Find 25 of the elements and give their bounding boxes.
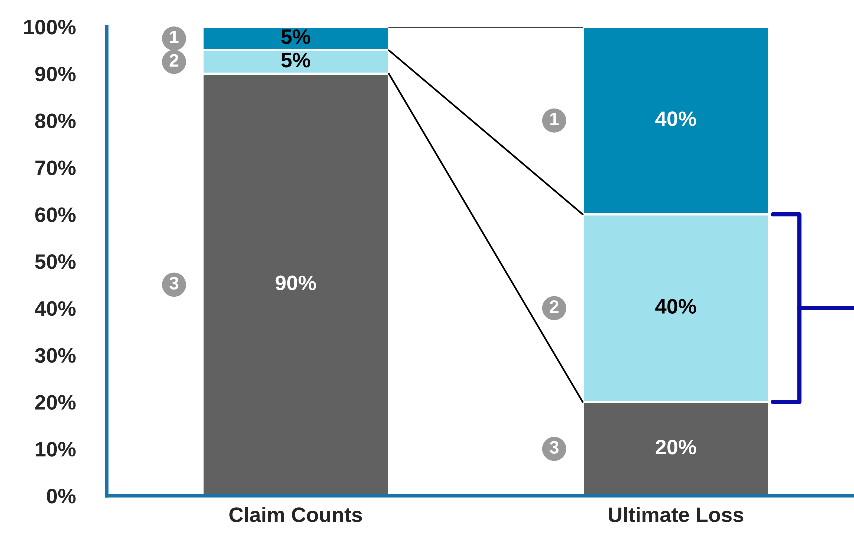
annotation: 2: [170, 54, 179, 67]
y-tick-label: 60%: [36, 208, 76, 222]
data-label: 5%: [282, 53, 310, 68]
annotation: 1: [170, 30, 179, 44]
y-tick-label: 30%: [35, 348, 76, 364]
data-label: 40%: [656, 112, 696, 126]
data-label: 40%: [656, 299, 696, 314]
data-label: 20%: [656, 440, 696, 455]
y-tick-label: 0%: [47, 489, 76, 504]
annotation: 3: [550, 441, 559, 454]
annotation: 2: [550, 300, 559, 314]
x-tick-label: Ultimate Loss: [609, 507, 744, 522]
data-label: 5%: [282, 30, 310, 44]
y-tick-label: 70%: [36, 160, 76, 176]
y-tick-label: 50%: [35, 254, 76, 270]
y-tick-label: 10%: [36, 442, 76, 457]
y-tick-label: 20%: [35, 395, 76, 410]
y-tick-label: 90%: [35, 66, 76, 82]
annotation: 3: [170, 277, 179, 290]
y-tick-label: 100%: [24, 20, 76, 35]
x-tick-label: Claim Counts: [230, 507, 362, 522]
y-tick-label: 80%: [35, 114, 76, 129]
annotation: 1: [550, 113, 559, 126]
data-label: 90%: [276, 276, 316, 291]
y-tick-label: 40%: [35, 301, 76, 316]
